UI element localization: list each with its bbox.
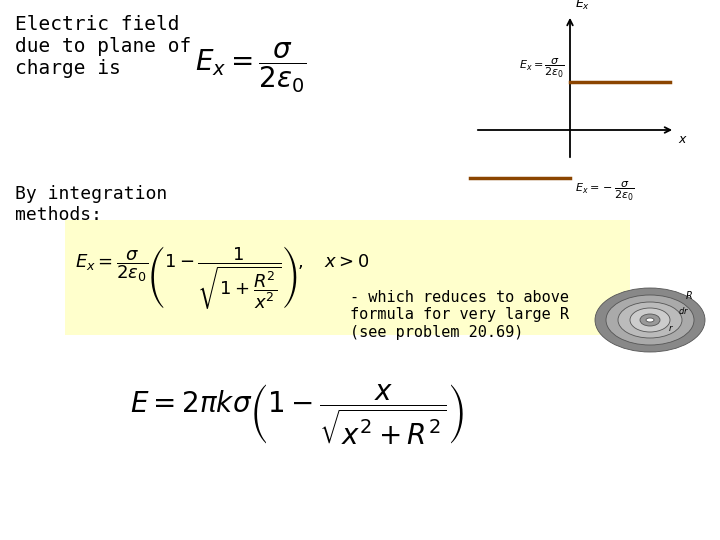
Text: By integration
methods:: By integration methods: [15, 185, 167, 224]
Ellipse shape [640, 314, 660, 326]
Text: $E = 2\pi k\sigma\left(1 - \dfrac{x}{\sqrt{x^2 + R^2}}\right)$: $E = 2\pi k\sigma\left(1 - \dfrac{x}{\sq… [130, 383, 464, 447]
Ellipse shape [630, 308, 670, 332]
Bar [65, 220, 630, 335]
Text: Electric field
due to plane of
charge is: Electric field due to plane of charge is [15, 15, 192, 78]
Ellipse shape [618, 302, 682, 338]
Text: $E_x$: $E_x$ [575, 0, 590, 12]
Ellipse shape [606, 295, 694, 345]
Text: $x$: $x$ [678, 133, 688, 146]
Text: $r$: $r$ [668, 323, 674, 333]
Text: $E_x = -\dfrac{\sigma}{2\varepsilon_{0}}$: $E_x = -\dfrac{\sigma}{2\varepsilon_{0}}… [575, 180, 634, 203]
Text: $E_x = \dfrac{\sigma}{2\varepsilon_0}\left(1 - \dfrac{1}{\sqrt{1+\dfrac{R^2}{x^2: $E_x = \dfrac{\sigma}{2\varepsilon_0}\le… [75, 245, 369, 312]
Text: $R$: $R$ [685, 289, 693, 301]
Ellipse shape [595, 288, 705, 352]
Text: - which reduces to above
formula for very large R
(see problem 20.69): - which reduces to above formula for ver… [350, 290, 569, 340]
Text: $dr$: $dr$ [678, 305, 689, 315]
Ellipse shape [646, 318, 654, 322]
Text: $E_x = \dfrac{\sigma}{2\varepsilon_0}$: $E_x = \dfrac{\sigma}{2\varepsilon_0}$ [519, 57, 565, 80]
Text: $E_x = \dfrac{\sigma}{2\varepsilon_0}$: $E_x = \dfrac{\sigma}{2\varepsilon_0}$ [195, 40, 307, 95]
